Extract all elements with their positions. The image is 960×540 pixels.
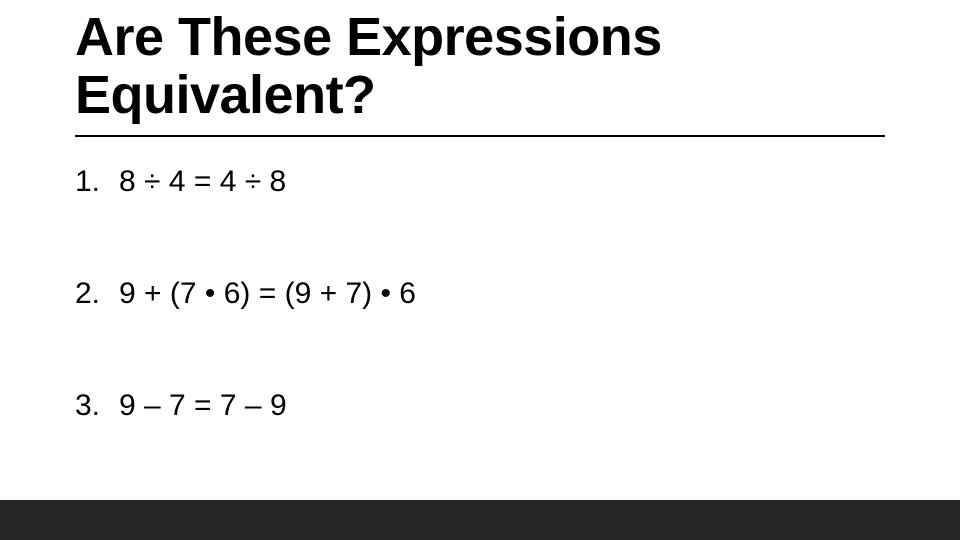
item-expression: 9 + (7 • 6) = (9 + 7) • 6 (119, 277, 416, 311)
item-expression: 9 – 7 = 7 – 9 (119, 389, 287, 423)
item-number: 3. (75, 389, 119, 423)
slide-title: Are These Expressions Equivalent? (75, 8, 662, 125)
title-underline (75, 135, 885, 137)
slide: Are These Expressions Equivalent? 1. 8 ÷… (0, 0, 960, 540)
item-expression: 8 ÷ 4 = 4 ÷ 8 (119, 165, 286, 199)
footer-bar (0, 500, 960, 540)
title-line-2: Equivalent? (75, 65, 376, 125)
item-number: 2. (75, 277, 119, 311)
item-list: 1. 8 ÷ 4 = 4 ÷ 8 2. 9 + (7 • 6) = (9 + 7… (75, 165, 885, 423)
list-item: 3. 9 – 7 = 7 – 9 (75, 389, 885, 423)
list-item: 2. 9 + (7 • 6) = (9 + 7) • 6 (75, 277, 885, 311)
list-item: 1. 8 ÷ 4 = 4 ÷ 8 (75, 165, 885, 199)
item-number: 1. (75, 165, 119, 199)
title-line-1: Are These Expressions (75, 7, 662, 67)
